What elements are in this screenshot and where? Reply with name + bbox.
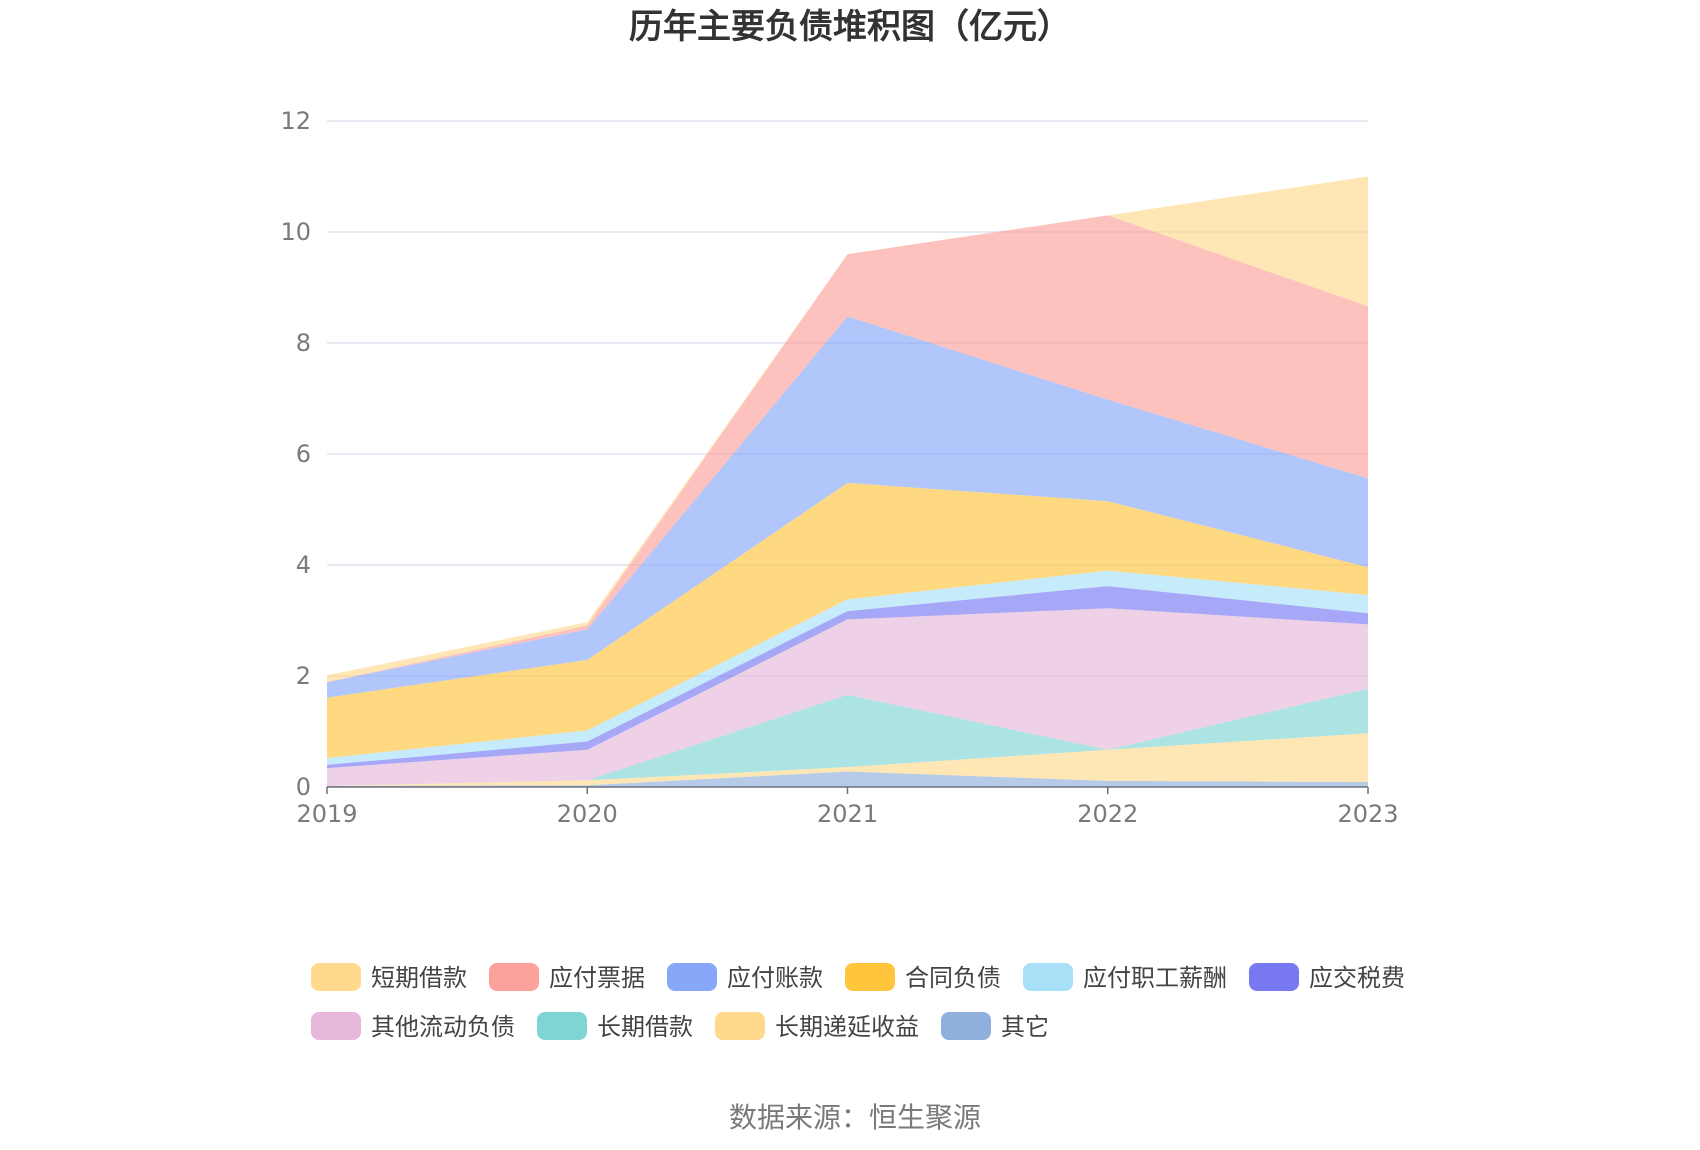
- x-tick-label: 2019: [296, 800, 357, 828]
- legend-item[interactable]: 其它: [941, 1012, 1049, 1041]
- legend-item[interactable]: 长期借款: [537, 1012, 693, 1041]
- area-series-7: [327, 482, 1368, 759]
- area-series-3: [327, 688, 1368, 786]
- legend-label: 其它: [1001, 1013, 1049, 1041]
- legend-item[interactable]: 应交税费: [1249, 963, 1405, 992]
- y-tick-label: 2: [296, 662, 311, 690]
- area-series-6: [327, 570, 1368, 765]
- legend-swatch: [1249, 963, 1299, 991]
- legend-label: 应付票据: [549, 964, 645, 992]
- legend-label: 短期借款: [371, 964, 467, 992]
- x-tick-label: 2023: [1337, 800, 1398, 828]
- x-tick-label: 2022: [1077, 800, 1138, 828]
- y-tick-label: 10: [280, 218, 311, 246]
- legend-label: 应交税费: [1309, 964, 1405, 992]
- y-tick-label: 8: [296, 329, 311, 357]
- legend-item[interactable]: 其他流动负债: [311, 1012, 515, 1041]
- legend-item[interactable]: 长期递延收益: [715, 1012, 919, 1041]
- chart-title: 历年主要负债堆积图（亿元）: [629, 7, 1071, 47]
- y-tick-label: 6: [296, 440, 311, 468]
- area-series-2: [327, 733, 1368, 786]
- axes: 0 2 4 6 8 10 12 2019 2020 2021 2022 2023: [280, 107, 1398, 828]
- legend-swatch: [941, 1012, 991, 1040]
- y-tick-label: 12: [280, 107, 311, 135]
- legend-item[interactable]: 应付账款: [667, 963, 823, 992]
- legend-swatch: [667, 963, 717, 991]
- legend-label: 应付账款: [727, 964, 823, 992]
- legend-swatch: [311, 1012, 361, 1040]
- legend-swatch: [715, 1012, 765, 1040]
- legend-label: 其他流动负债: [371, 1013, 515, 1041]
- area-series-1: [327, 771, 1368, 787]
- legend-label: 长期递延收益: [775, 1013, 919, 1041]
- legend-item[interactable]: 短期借款: [311, 963, 467, 992]
- legend-swatch: [311, 963, 361, 991]
- source-note: 数据来源：恒生聚源: [729, 1101, 981, 1134]
- area-series-8: [327, 316, 1368, 698]
- legend-item[interactable]: 应付票据: [489, 963, 645, 992]
- x-tick-label: 2021: [817, 800, 878, 828]
- y-tick-label: 0: [296, 773, 311, 801]
- legend-swatch: [1023, 963, 1073, 991]
- y-tick-label: 4: [296, 551, 311, 579]
- legend-label: 合同负债: [905, 964, 1001, 992]
- legend-label: 应付职工薪酬: [1083, 964, 1227, 992]
- legend-item[interactable]: 应付职工薪酬: [1023, 963, 1227, 992]
- area-series-10: [327, 176, 1368, 683]
- legend-swatch: [537, 1012, 587, 1040]
- legend-label: 长期借款: [597, 1013, 693, 1041]
- area-series-4: [327, 608, 1368, 786]
- legend-swatch: [489, 963, 539, 991]
- stacked-areas: [327, 176, 1368, 787]
- legend-item[interactable]: 合同负债: [845, 963, 1001, 992]
- area-series-5: [327, 586, 1368, 769]
- legend-swatch: [845, 963, 895, 991]
- area-series-9: [327, 215, 1368, 683]
- x-tick-label: 2020: [557, 800, 618, 828]
